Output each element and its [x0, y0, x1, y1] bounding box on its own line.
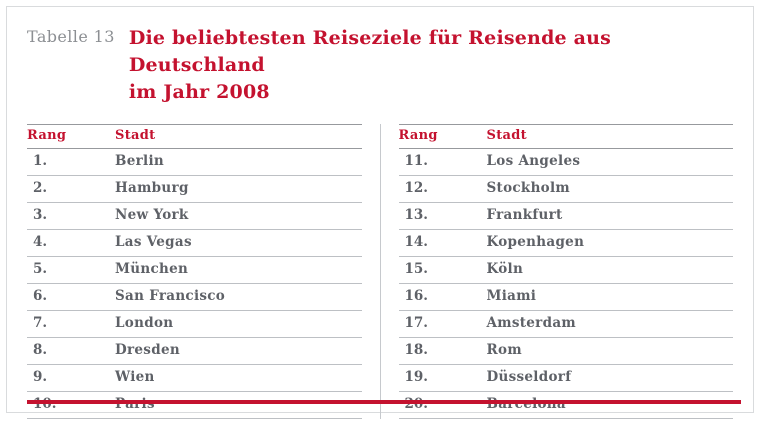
rank-cell: 7. — [33, 315, 48, 332]
table-row: 13. Frankfurt — [398, 203, 733, 230]
city-cell: Düsseldorf — [486, 369, 572, 386]
city-cell: New York — [115, 207, 189, 224]
table-right: Rang Stadt 11. Los Angeles 12. Stockholm 13.… — [398, 123, 733, 419]
bottom-red-rule — [27, 400, 741, 404]
rank-cell: 13. — [404, 207, 429, 224]
rank-cell: 1. — [33, 153, 48, 170]
table-left-body: 1. Berlin 2. Hamburg 3. New York 4. Las Vegas 5.… — [27, 149, 362, 419]
city-column-header: Stadt — [486, 127, 527, 143]
rank-cell: 6. — [33, 288, 48, 305]
rank-cell: 2. — [33, 180, 48, 197]
table-row: 17. Amsterdam — [398, 311, 733, 338]
table-row: 2. Hamburg — [27, 176, 362, 203]
city-cell: Los Angeles — [486, 153, 581, 170]
table-left-header: Rang Stadt — [27, 123, 362, 149]
title-line-1: Die beliebtesten Reiseziele für Reisende… — [128, 27, 612, 76]
table-row: 5. München — [27, 257, 362, 284]
rank-cell: 9. — [33, 369, 48, 386]
table-row: 8. Dresden — [27, 338, 362, 365]
rank-column-header: Rang — [27, 127, 67, 143]
city-cell: Amsterdam — [486, 315, 576, 332]
city-cell: Berlin — [115, 153, 164, 170]
city-cell: Dresden — [115, 342, 180, 359]
city-cell: London — [115, 315, 174, 332]
rank-cell: 15. — [404, 261, 429, 278]
table-row: 11. Los Angeles — [398, 149, 733, 176]
vertical-divider — [379, 123, 381, 419]
table-right-body: 11. Los Angeles 12. Stockholm 13. Frankfurt 14… — [398, 149, 733, 419]
city-cell: Kopenhagen — [486, 234, 585, 251]
city-cell: Las Vegas — [115, 234, 192, 251]
city-cell: Rom — [486, 342, 522, 359]
table-row: 1. Berlin — [27, 149, 362, 176]
rank-column-header: Rang — [398, 127, 438, 143]
rank-cell: 19. — [404, 369, 429, 386]
city-cell: Köln — [486, 261, 524, 278]
ranking-tables: Rang Stadt 1. Berlin 2. Hamburg 3. New York 4.… — [27, 123, 733, 419]
rank-cell: 4. — [33, 234, 48, 251]
city-cell: Miami — [486, 288, 537, 305]
rank-cell: 11. — [404, 153, 429, 170]
rank-cell: 5. — [33, 261, 48, 278]
rank-cell: 8. — [33, 342, 48, 359]
table-number-label: Tabelle 13 — [27, 27, 115, 46]
document-page: Tabelle 13 Die beliebtesten Reiseziele f… — [6, 6, 754, 419]
table-row: 14. Kopenhagen — [398, 230, 733, 257]
city-column-header: Stadt — [115, 127, 156, 143]
rank-cell: 16. — [404, 288, 429, 305]
rank-cell: 12. — [404, 180, 429, 197]
table-row: 16. Miami — [398, 284, 733, 311]
city-cell: Stockholm — [486, 180, 570, 197]
table-row: 6. San Francisco — [27, 284, 362, 311]
city-cell: San Francisco — [115, 288, 226, 305]
city-cell: Frankfurt — [486, 207, 563, 224]
table-right-header: Rang Stadt — [398, 123, 733, 149]
title-line-2: im Jahr 2008 — [128, 80, 270, 103]
rank-cell: 3. — [33, 207, 48, 224]
rank-cell: 14. — [404, 234, 429, 251]
table-row: 15. Köln — [398, 257, 733, 284]
rank-cell: 18. — [404, 342, 429, 359]
table-row: 10. Paris — [27, 392, 362, 419]
city-cell: Wien — [115, 369, 155, 386]
table-left: Rang Stadt 1. Berlin 2. Hamburg 3. New York 4.… — [27, 123, 362, 419]
table-row: 20. Barcelona — [398, 392, 733, 419]
table-row: 12. Stockholm — [398, 176, 733, 203]
table-row: 9. Wien — [27, 365, 362, 392]
table-row: 18. Rom — [398, 338, 733, 365]
page-title: Die beliebtesten Reiseziele für Reisende… — [129, 25, 733, 106]
rank-cell: 17. — [404, 315, 429, 332]
city-cell: München — [115, 261, 189, 278]
table-row: 4. Las Vegas — [27, 230, 362, 257]
table-row: 7. London — [27, 311, 362, 338]
table-title: Tabelle 13 Die beliebtesten Reiseziele f… — [27, 25, 733, 106]
city-cell: Hamburg — [115, 180, 189, 197]
table-row: 19. Düsseldorf — [398, 365, 733, 392]
table-row: 3. New York — [27, 203, 362, 230]
